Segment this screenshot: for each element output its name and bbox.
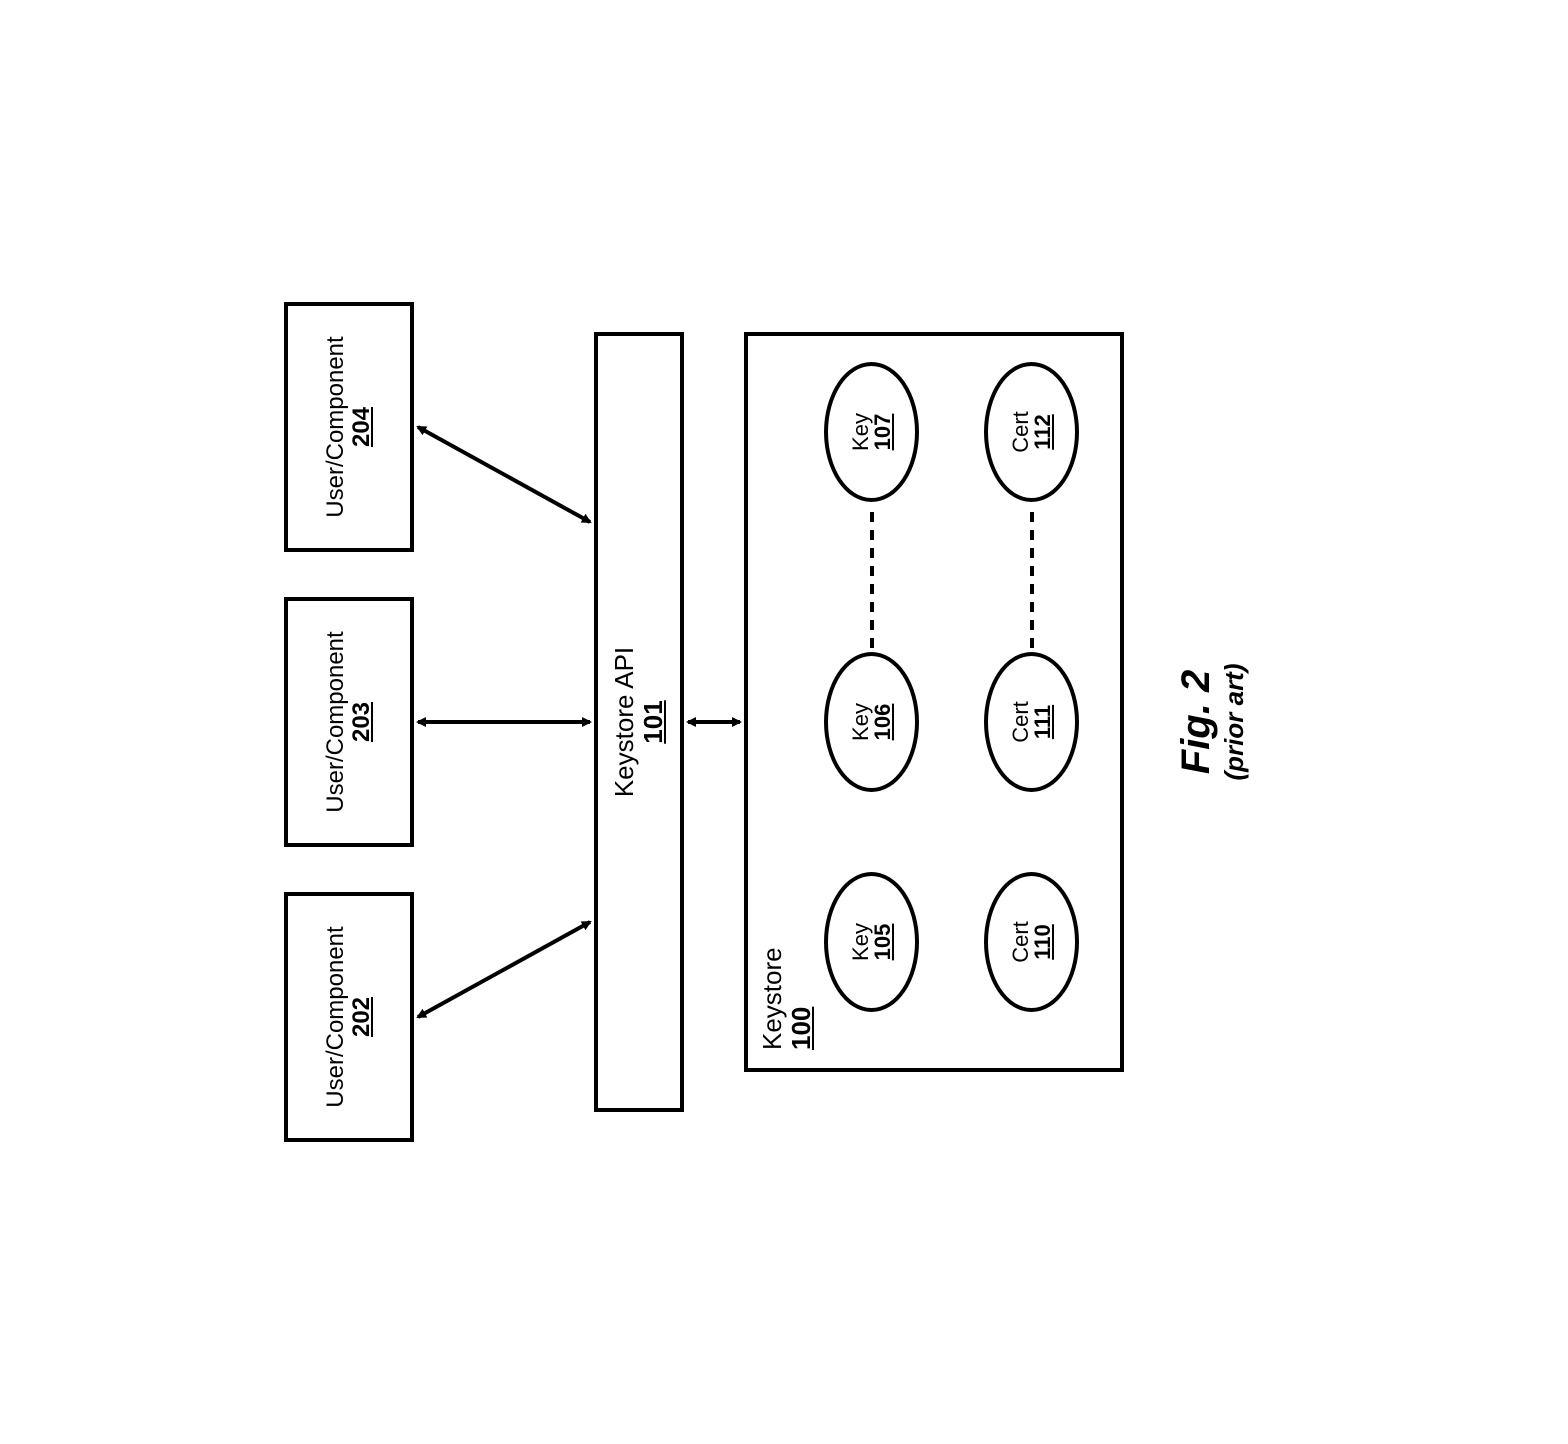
cert-label: Cert <box>1010 921 1032 963</box>
cert-num: 111 <box>1032 705 1054 739</box>
user-component-box: User/Component 203 <box>284 597 414 847</box>
user-label: User/Component <box>323 926 349 1107</box>
api-num: 101 <box>639 700 668 743</box>
diagram-canvas: User/Component 202 User/Component 203 Us… <box>284 272 1284 1172</box>
cert-ellipse: Cert 110 <box>984 872 1079 1012</box>
figure-caption: Fig. 2 (prior art) <box>1174 572 1250 872</box>
cert-num: 110 <box>1032 924 1054 960</box>
user-num: 202 <box>349 997 375 1037</box>
keystore-api-box: Keystore API 101 <box>594 332 684 1112</box>
keystore-label: Keystore <box>758 947 787 1050</box>
key-num: 107 <box>872 414 894 451</box>
key-ellipse: Key 105 <box>824 872 919 1012</box>
api-label: Keystore API <box>610 647 639 797</box>
figure-title: Fig. 2 <box>1174 572 1219 872</box>
cert-num: 112 <box>1032 414 1054 450</box>
key-label: Key <box>850 413 872 451</box>
user-label: User/Component <box>323 631 349 812</box>
user-component-box: User/Component 202 <box>284 892 414 1142</box>
user-component-box: User/Component 204 <box>284 302 414 552</box>
cert-label: Cert <box>1010 701 1032 743</box>
key-ellipse: Key 106 <box>824 652 919 792</box>
cert-ellipse: Cert 112 <box>984 362 1079 502</box>
cert-label: Cert <box>1010 411 1032 453</box>
arrow-user204-api <box>418 427 590 522</box>
user-label: User/Component <box>323 336 349 517</box>
key-num: 105 <box>872 924 894 961</box>
key-label: Key <box>850 923 872 961</box>
cert-ellipse: Cert 111 <box>984 652 1079 792</box>
key-label: Key <box>850 703 872 741</box>
user-num: 203 <box>349 702 375 742</box>
arrow-user202-api <box>418 922 590 1017</box>
key-num: 106 <box>872 704 894 741</box>
user-num: 204 <box>349 407 375 447</box>
key-ellipse: Key 107 <box>824 362 919 502</box>
keystore-num: 100 <box>787 1007 816 1050</box>
figure-subtitle: (prior art) <box>1219 572 1250 872</box>
